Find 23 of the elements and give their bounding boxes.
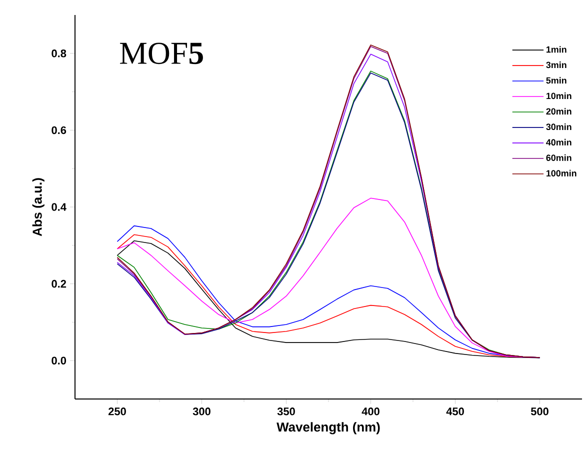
y-tick-label: 0.6 [52, 126, 66, 134]
legend-label: 100min [546, 170, 576, 176]
legend-label: 10min [546, 92, 572, 100]
x-axis-title: Wavelength (nm) [276, 422, 380, 434]
y-tick-label: 0.8 [52, 50, 66, 58]
legend-label: 40min [546, 138, 572, 146]
y-tick-label: 0.4 [52, 203, 66, 211]
y-tick-label: 0.2 [52, 280, 66, 288]
x-tick-label: 350 [277, 408, 295, 416]
x-tick-label: 500 [530, 408, 548, 416]
x-tick-label: 450 [446, 408, 464, 416]
x-tick-label: 400 [362, 408, 380, 416]
legend-label: 20min [546, 108, 572, 115]
legend-label: 1min [546, 46, 566, 53]
legend-label: 60min [546, 154, 572, 161]
legend-label: 30min [546, 123, 572, 130]
text: MOF5 [120, 42, 203, 64]
y-axis-title: Abs (a.u.) [32, 178, 44, 236]
legend-label: 3min [546, 62, 566, 68]
x-tick-label: 300 [192, 408, 210, 416]
legend-label: 5min [546, 77, 566, 84]
x-tick-label: 250 [108, 408, 126, 416]
y-tick-label: 0.0 [52, 356, 66, 364]
